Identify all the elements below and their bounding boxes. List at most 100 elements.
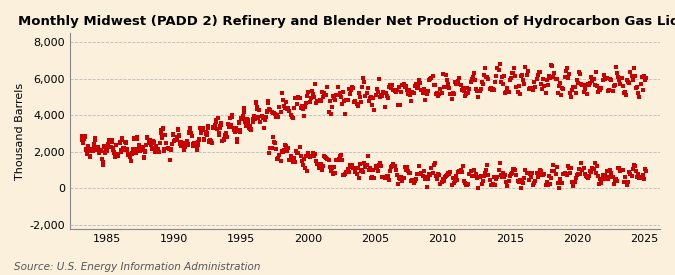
Point [635, 175, 646, 180]
Point [228, 128, 239, 132]
Point [522, 171, 533, 175]
Point [474, 88, 485, 93]
Point [474, 175, 485, 179]
Point [399, 164, 410, 169]
Point [412, 172, 423, 176]
Point [311, 101, 322, 106]
Point [264, 107, 275, 111]
Point [599, 173, 610, 177]
Point [601, 76, 612, 81]
Point [140, 150, 151, 154]
Point [637, 173, 648, 178]
Point [562, 164, 573, 168]
Point [206, 138, 217, 143]
Point [494, 161, 505, 165]
Point [511, 173, 522, 177]
Point [170, 137, 181, 142]
Point [347, 163, 358, 167]
Point [491, 74, 502, 78]
Point [99, 144, 109, 149]
Point [545, 76, 556, 80]
Point [577, 83, 588, 87]
Point [317, 168, 327, 172]
Point [332, 157, 343, 162]
Point [598, 177, 609, 181]
Point [550, 172, 561, 177]
Point [153, 150, 164, 154]
Point [398, 175, 409, 180]
Point [308, 150, 319, 155]
Point [441, 172, 452, 177]
Point [580, 174, 591, 178]
Point [412, 84, 423, 88]
Point [318, 95, 329, 99]
Point [246, 126, 257, 131]
Point [438, 85, 449, 89]
Point [84, 149, 95, 153]
Point [269, 140, 279, 144]
Point [217, 138, 227, 143]
Point [115, 150, 126, 155]
Point [585, 168, 595, 173]
Point [485, 183, 496, 187]
Point [279, 148, 290, 153]
Point [274, 153, 285, 157]
Point [223, 125, 234, 130]
Point [298, 113, 309, 118]
Point [324, 99, 335, 103]
Point [341, 97, 352, 102]
Point [626, 74, 637, 78]
Point [230, 129, 240, 133]
Point [121, 140, 132, 145]
Point [388, 88, 399, 92]
Point [620, 93, 631, 98]
Point [479, 174, 489, 178]
Point [623, 180, 634, 184]
Point [439, 174, 450, 179]
Point [119, 140, 130, 144]
Point [300, 104, 310, 109]
Point [304, 155, 315, 159]
Point [167, 142, 178, 146]
Point [509, 167, 520, 171]
Point [599, 77, 610, 81]
Point [230, 130, 240, 134]
Point [429, 161, 440, 165]
Point [288, 116, 298, 120]
Point [370, 164, 381, 169]
Point [354, 95, 365, 99]
Point [272, 157, 283, 161]
Point [394, 175, 404, 180]
Point [169, 139, 180, 143]
Point [407, 178, 418, 182]
Point [158, 126, 169, 131]
Point [123, 152, 134, 156]
Point [155, 141, 165, 145]
Point [402, 92, 413, 96]
Point [558, 87, 569, 91]
Point [189, 142, 200, 146]
Point [111, 143, 122, 147]
Point [473, 94, 484, 99]
Point [334, 154, 345, 158]
Point [109, 155, 120, 159]
Point [399, 85, 410, 89]
Point [443, 171, 454, 175]
Point [284, 158, 295, 162]
Point [233, 129, 244, 133]
Point [330, 171, 341, 175]
Point [398, 81, 409, 86]
Point [397, 179, 408, 183]
Point [431, 177, 442, 182]
Point [426, 166, 437, 170]
Point [116, 138, 127, 142]
Point [450, 179, 460, 183]
Point [634, 95, 645, 99]
Point [632, 174, 643, 179]
Point [112, 152, 123, 156]
Point [114, 141, 125, 145]
Point [117, 146, 128, 150]
Point [331, 93, 342, 97]
Point [363, 99, 374, 104]
Point [155, 131, 166, 135]
